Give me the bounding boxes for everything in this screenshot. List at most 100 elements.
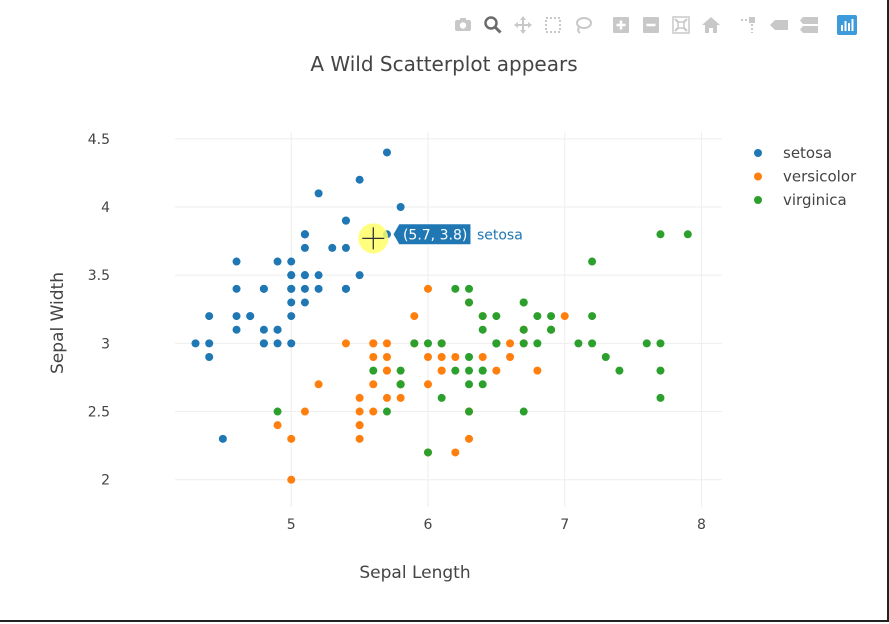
data-point-versicolor[interactable] <box>382 339 391 348</box>
data-point-virginica[interactable] <box>533 339 542 348</box>
pan-button[interactable] <box>508 12 538 38</box>
data-point-versicolor[interactable] <box>287 475 296 484</box>
data-point-versicolor[interactable] <box>560 312 569 321</box>
data-point-setosa[interactable] <box>205 339 214 348</box>
data-point-virginica[interactable] <box>465 407 474 416</box>
data-point-virginica[interactable] <box>519 298 528 307</box>
hover-compare-button[interactable] <box>794 12 824 38</box>
data-point-virginica[interactable] <box>478 366 487 375</box>
data-point-versicolor[interactable] <box>423 380 432 389</box>
data-point-versicolor[interactable] <box>396 393 405 402</box>
data-point-versicolor[interactable] <box>273 421 282 430</box>
data-point-setosa[interactable] <box>287 271 296 280</box>
data-point-virginica[interactable] <box>478 380 487 389</box>
data-point-virginica[interactable] <box>683 230 692 239</box>
data-point-setosa[interactable] <box>314 271 323 280</box>
data-point-virginica[interactable] <box>451 284 460 293</box>
data-point-virginica[interactable] <box>656 230 665 239</box>
data-point-versicolor[interactable] <box>437 353 446 361</box>
legend-item-virginica[interactable]: virginica <box>754 191 847 209</box>
autoscale-button[interactable] <box>666 12 696 38</box>
data-point-virginica[interactable] <box>492 312 501 321</box>
data-point-setosa[interactable] <box>259 339 268 348</box>
data-point-virginica[interactable] <box>273 407 282 416</box>
data-point-virginica[interactable] <box>519 325 528 334</box>
data-point-setosa[interactable] <box>355 271 364 280</box>
data-point-virginica[interactable] <box>547 312 556 321</box>
data-point-versicolor[interactable] <box>492 366 501 375</box>
data-point-virginica[interactable] <box>588 339 597 348</box>
data-point-setosa[interactable] <box>300 243 309 252</box>
data-point-versicolor[interactable] <box>423 353 432 361</box>
data-point-setosa[interactable] <box>232 325 241 334</box>
data-point-virginica[interactable] <box>519 407 528 416</box>
reset-axes-button[interactable] <box>696 12 726 38</box>
data-point-virginica[interactable] <box>656 366 665 375</box>
data-point-virginica[interactable] <box>478 312 487 321</box>
legend-item-versicolor[interactable]: versicolor <box>754 168 857 186</box>
data-point-setosa[interactable] <box>341 243 350 252</box>
data-point-setosa[interactable] <box>314 189 323 198</box>
download-plot-button[interactable] <box>448 12 478 38</box>
data-point-virginica[interactable] <box>410 339 419 348</box>
legend-item-setosa[interactable]: setosa <box>754 144 832 162</box>
data-point-virginica[interactable] <box>519 339 528 348</box>
data-point-setosa[interactable] <box>287 257 296 266</box>
box-select-button[interactable] <box>538 12 568 38</box>
data-point-versicolor[interactable] <box>341 339 350 348</box>
data-point-versicolor[interactable] <box>369 380 378 389</box>
data-point-virginica[interactable] <box>465 380 474 389</box>
data-point-versicolor[interactable] <box>465 434 474 443</box>
data-point-virginica[interactable] <box>588 257 597 266</box>
data-point-setosa[interactable] <box>328 243 337 252</box>
data-point-setosa[interactable] <box>300 298 309 307</box>
data-point-versicolor[interactable] <box>506 353 515 361</box>
data-point-setosa[interactable] <box>273 257 282 266</box>
data-point-virginica[interactable] <box>465 284 474 293</box>
data-point-versicolor[interactable] <box>382 366 391 375</box>
data-point-versicolor[interactable] <box>533 366 542 375</box>
data-point-setosa[interactable] <box>205 353 214 361</box>
data-point-virginica[interactable] <box>656 393 665 402</box>
data-point-setosa[interactable] <box>314 284 323 293</box>
data-point-virginica[interactable] <box>465 298 474 307</box>
data-point-versicolor[interactable] <box>506 339 515 348</box>
data-point-virginica[interactable] <box>437 339 446 348</box>
data-point-setosa[interactable] <box>232 284 241 293</box>
data-point-virginica[interactable] <box>478 325 487 334</box>
data-points[interactable] <box>191 148 692 484</box>
data-point-setosa[interactable] <box>287 339 296 348</box>
data-point-setosa[interactable] <box>341 284 350 293</box>
data-point-setosa[interactable] <box>232 257 241 266</box>
zoom-in-button[interactable] <box>606 12 636 38</box>
data-point-virginica[interactable] <box>492 339 501 348</box>
data-point-setosa[interactable] <box>300 271 309 280</box>
data-point-setosa[interactable] <box>287 312 296 321</box>
data-point-versicolor[interactable] <box>355 393 364 402</box>
data-point-virginica[interactable] <box>465 353 474 361</box>
data-point-versicolor[interactable] <box>355 434 364 443</box>
hover-closest-button[interactable] <box>764 12 794 38</box>
data-point-versicolor[interactable] <box>437 366 446 375</box>
data-point-setosa[interactable] <box>300 284 309 293</box>
data-point-versicolor[interactable] <box>314 380 323 389</box>
data-point-virginica[interactable] <box>382 407 391 416</box>
data-point-versicolor[interactable] <box>451 448 460 457</box>
data-point-versicolor[interactable] <box>287 434 296 443</box>
data-point-versicolor[interactable] <box>478 353 487 361</box>
data-point-versicolor[interactable] <box>451 353 460 361</box>
data-point-setosa[interactable] <box>287 298 296 307</box>
data-point-setosa[interactable] <box>287 284 296 293</box>
data-point-setosa[interactable] <box>355 175 364 184</box>
data-point-setosa[interactable] <box>259 325 268 334</box>
data-point-virginica[interactable] <box>601 353 610 361</box>
zoom-out-button[interactable] <box>636 12 666 38</box>
data-point-setosa[interactable] <box>191 339 200 348</box>
data-point-virginica[interactable] <box>396 380 405 389</box>
data-point-virginica[interactable] <box>369 366 378 375</box>
data-point-versicolor[interactable] <box>300 407 309 416</box>
data-point-virginica[interactable] <box>396 366 405 375</box>
data-point-versicolor[interactable] <box>369 353 378 361</box>
data-point-setosa[interactable] <box>218 434 227 443</box>
